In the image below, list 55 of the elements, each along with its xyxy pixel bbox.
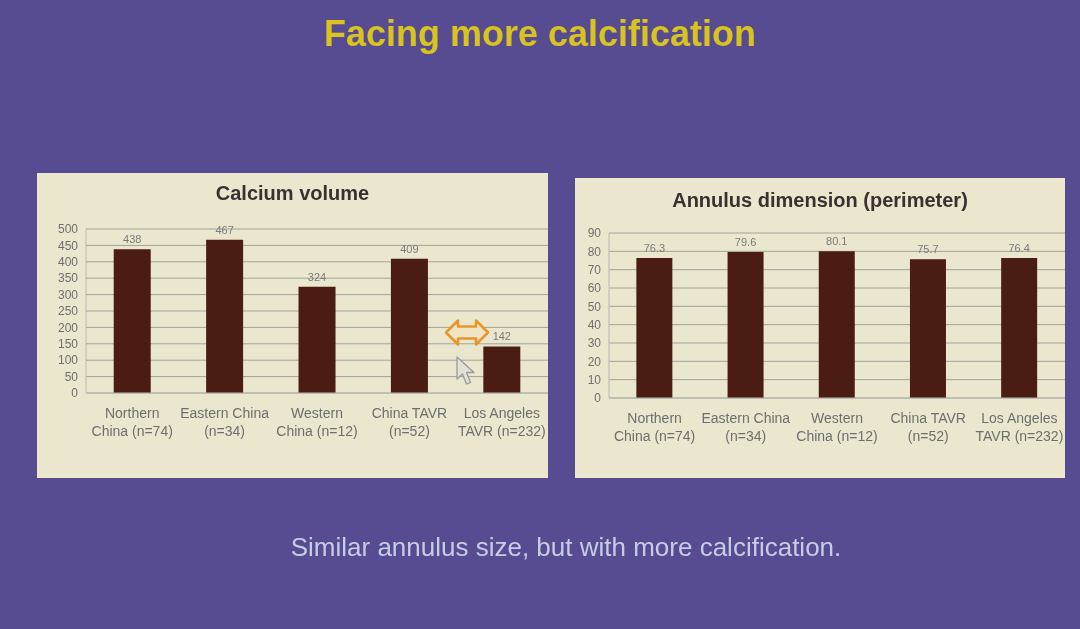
data-label: 409 [400,242,419,255]
data-label: 79.6 [734,236,757,249]
y-tick-label: 50 [587,299,602,314]
y-tick-label: 90 [587,226,602,241]
y-tick-label: 300 [57,287,79,302]
y-tick-label: 20 [587,354,602,369]
bar [636,258,673,398]
x-tick-label: China TAVR (n=52) [890,409,966,444]
data-label: 76.4 [1008,241,1030,254]
x-tick-label: Eastern China (n=34) [701,409,791,444]
chart-title: Annulus dimension (perimeter) [671,188,969,213]
y-tick-label: 0 [71,386,79,401]
bar [727,252,764,398]
y-tick-label: 250 [57,304,79,319]
x-tick-label: Northern China (n=74) [613,409,696,444]
x-tick-label: China TAVR (n=52) [371,404,448,439]
bar [390,258,428,393]
y-tick-label: 80 [587,244,602,259]
x-tick-label: Northern China (n=74) [91,404,173,439]
y-tick-label: 40 [587,317,602,332]
bar [1001,257,1038,398]
bar [818,251,855,398]
x-tick-label: Los Angeles TAVR (n=232) [975,409,1064,444]
bar [113,249,151,393]
data-label: 75.7 [917,243,939,256]
chart-title: Calcium volume [214,181,371,206]
y-tick-label: 60 [587,281,602,296]
y-tick-label: 450 [57,238,79,253]
y-tick-label: 10 [587,372,602,387]
y-tick-label: 200 [57,320,79,335]
data-label: 324 [307,270,327,283]
y-tick-label: 350 [57,271,79,286]
y-tick-label: 0 [594,391,602,406]
y-tick-label: 500 [57,222,79,237]
data-label: 467 [215,223,234,236]
x-tick-label: Western China (n=12) [276,404,358,439]
data-label: 438 [123,233,142,246]
data-label: 80.1 [826,235,848,248]
y-tick-label: 100 [57,353,79,368]
y-tick-label: 50 [64,369,79,384]
y-tick-label: 150 [57,337,79,352]
text: Facing more calcification [322,12,758,56]
data-label: 142 [492,330,511,343]
x-tick-label: Los Angeles TAVR (n=232) [457,404,546,439]
bar [483,346,521,393]
bar [206,239,244,393]
y-tick-label: 30 [587,336,602,351]
bar [298,286,336,393]
bar [909,259,946,398]
x-tick-label: Western China (n=12) [796,409,878,444]
y-tick-label: 70 [587,262,602,277]
data-label: 76.3 [643,242,666,255]
y-tick-label: 400 [57,255,79,270]
x-tick-label: Eastern China (n=34) [180,404,270,439]
text: Similar annulus size, but with more calcification. [289,531,843,564]
